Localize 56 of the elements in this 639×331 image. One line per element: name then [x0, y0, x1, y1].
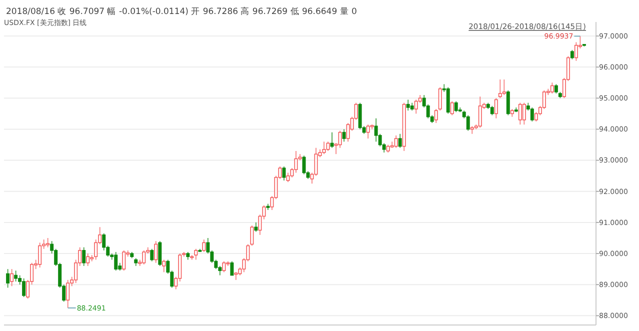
candlestick — [82, 246, 86, 266]
candlestick — [450, 100, 454, 116]
candlestick — [122, 250, 126, 272]
candlestick — [398, 133, 402, 148]
candlestick — [282, 166, 286, 181]
candlestick — [66, 279, 70, 308]
candlestick — [46, 237, 50, 248]
candlestick — [338, 130, 342, 148]
candlestick — [494, 98, 498, 119]
candlestick — [490, 105, 494, 116]
candlestick — [406, 99, 410, 112]
candlestick — [518, 102, 522, 126]
candlestick — [358, 102, 362, 130]
candlestick — [314, 147, 318, 176]
candlestick — [446, 86, 450, 114]
candlestick — [158, 240, 162, 266]
candlestick — [502, 78, 506, 96]
candlestick — [478, 96, 482, 128]
candlestick — [374, 118, 378, 142]
candlestick — [162, 259, 166, 273]
candlestick — [154, 240, 158, 264]
candlestick — [202, 239, 206, 252]
candlestick — [114, 251, 118, 272]
candlestick — [222, 260, 226, 273]
candlestick — [14, 270, 18, 282]
candlestick — [302, 155, 306, 175]
candlestick — [550, 82, 554, 94]
candlestick — [454, 100, 458, 113]
candlestick — [554, 84, 558, 94]
candlestick — [414, 99, 418, 114]
candlestick — [194, 248, 198, 260]
candlestick — [326, 141, 330, 152]
candlestick — [38, 242, 42, 268]
candlestick — [506, 90, 510, 116]
candlestick — [6, 268, 10, 288]
candlestick — [230, 260, 234, 276]
chart-title: 2018/08/16 收 96.7097 幅 -0.01%(-0.0114) 开 96.7286 高 96.7269 低 96.6649 量 0 — [6, 6, 357, 17]
candlestick — [86, 253, 90, 266]
candlestick — [254, 222, 258, 232]
candlestick — [542, 90, 546, 110]
candlestick — [10, 268, 14, 287]
candlestick — [394, 134, 398, 148]
candlestick — [522, 102, 526, 126]
candlestick — [330, 132, 334, 148]
candlestick — [150, 248, 154, 262]
candlestick — [286, 172, 290, 183]
candlestick — [530, 106, 534, 122]
candlestick — [322, 141, 326, 155]
candlestick — [570, 49, 574, 60]
candlestick — [466, 114, 470, 132]
candlestick — [294, 150, 298, 174]
candlestick — [22, 278, 26, 298]
candlestick — [142, 250, 146, 265]
candlestick — [342, 128, 346, 142]
candlestick — [498, 78, 502, 99]
candlestick — [366, 124, 370, 140]
